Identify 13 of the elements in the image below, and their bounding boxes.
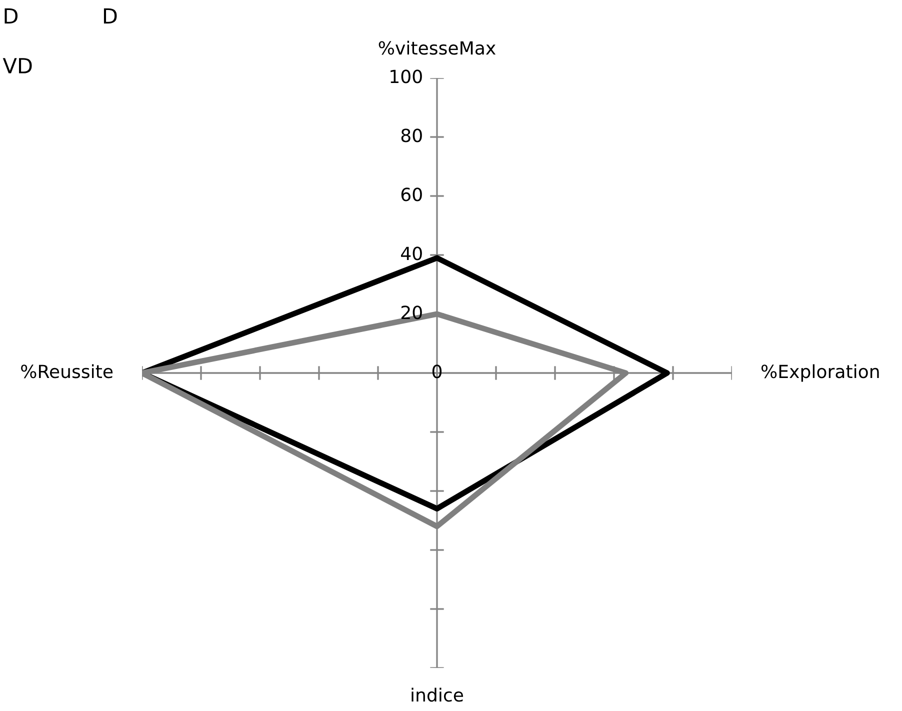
y-tick-label: 80	[401, 128, 422, 142]
text: VD	[2, 58, 32, 74]
y-tick-label: 20	[401, 306, 422, 320]
text: D	[4, 8, 18, 24]
spoke-label: %Exploration	[761, 364, 879, 382]
text: D	[104, 8, 117, 24]
spoke-label: indice	[412, 688, 464, 702]
spoke-label: %vitesseMax	[378, 40, 496, 55]
y-tick-label: 100	[390, 70, 422, 84]
y-tick-label: 40	[401, 246, 422, 260]
y-tick-label: 60	[401, 188, 422, 202]
y-tick-label: 0	[432, 364, 442, 378]
spoke-label: %Reussite	[21, 364, 113, 378]
